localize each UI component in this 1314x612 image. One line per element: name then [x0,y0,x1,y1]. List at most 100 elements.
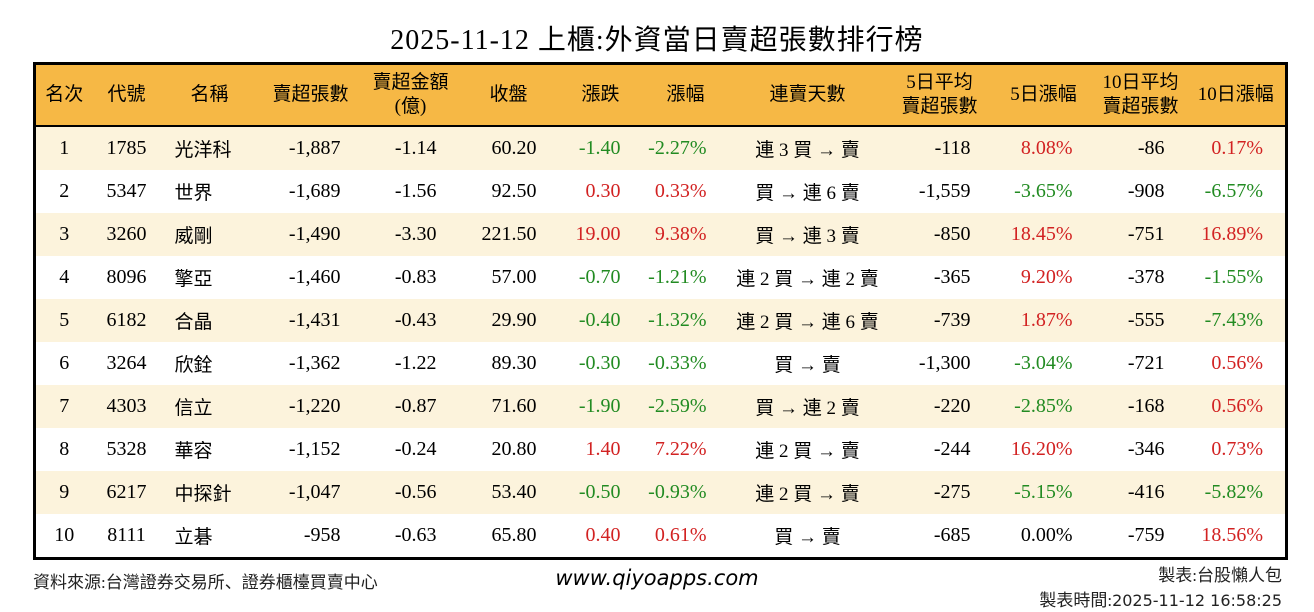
cell-rank: 9 [59,481,70,503]
cell-name: 合晶 [174,312,213,333]
cell-rank: 6 [59,352,70,374]
cell-pct5: -3.65% [1014,180,1073,202]
column-header-rank: 名次 [34,63,93,127]
cell-close: 20.80 [491,438,537,460]
column-header-line1: 5日平均 [906,72,973,94]
table-row: 6 3264 欣銓 -1,362 -1.22 89.30 -0.30 -0.33% 買 → 賣 -… [34,342,1287,385]
cell-chg: 0.40 [585,524,621,546]
cell-pct5: 16.20% [1010,438,1073,460]
cell-code: 8096 [106,266,147,288]
cell-close: 60.20 [491,137,537,159]
cell-streak: 買 → 連 3 賣 [755,226,860,247]
cell-pct10: -6.57% [1204,180,1263,202]
table-row: 4 8096 擎亞 -1,460 -0.83 57.00 -0.70 -1.21% 連 2 買 … [34,256,1287,299]
data-source-note: 資料來源:台灣證券交易所、證券櫃檯買賣中心 [33,573,378,592]
cell-avg10: -416 [1127,481,1165,503]
cell-chg_pct: 0.33% [654,180,707,202]
cell-sell_shares: -1,887 [288,137,341,159]
cell-sell_shares: -1,220 [288,395,341,417]
column-header-line2: 賣超張數 [901,96,978,117]
cell-chg_pct: -2.27% [648,137,707,159]
table-row: 10 8111 立碁 -958 -0.63 65.80 0.40 0.61% 買 → 賣 -685… [34,514,1287,559]
cell-pct5: -2.85% [1014,395,1073,417]
table-row: 8 5328 華容 -1,152 -0.24 20.80 1.40 7.22% 連 2 買 → … [34,428,1287,471]
cell-pct10: 16.89% [1201,223,1263,245]
page-title: 2025-11-12 上櫃:外資當日賣超張數排行榜 [390,25,924,56]
cell-sell_amount: -0.87 [394,395,437,417]
cell-rank: 1 [59,137,70,159]
column-header-name: 名稱 [160,63,259,127]
cell-pct10: 0.56% [1211,395,1263,417]
cell-rank: 7 [59,395,70,417]
cell-chg_pct: 7.22% [654,438,707,460]
cell-chg_pct: -0.93% [648,481,707,503]
cell-close: 29.90 [491,309,537,331]
cell-close: 57.00 [491,266,537,288]
cell-sell_amount: -0.56 [394,481,437,503]
column-header-line2: 賣超張數 [1102,96,1179,117]
cell-pct5: -5.15% [1014,481,1073,503]
cell-avg5: -275 [933,481,971,503]
cell-streak: 買 → 賣 [774,355,841,376]
cell-code: 3264 [106,352,147,374]
cell-avg10: -86 [1137,137,1165,159]
cell-sell_shares: -1,460 [288,266,341,288]
cell-sell_shares: -1,152 [288,438,341,460]
cell-pct10: 0.17% [1211,137,1263,159]
cell-rank: 5 [59,309,70,331]
cell-close: 89.30 [491,352,537,374]
column-header-pct5: 5日漲幅 [992,63,1095,127]
cell-avg10: -908 [1127,180,1165,202]
column-header-line1: 賣超金額 [372,72,449,94]
cell-sell_amount: -1.14 [394,137,437,159]
column-header-chg: 漲跌 [558,63,643,127]
table-row: 3 3260 威剛 -1,490 -3.30 221.50 19.00 9.38% 買 → 連 … [34,213,1287,256]
maker-note: 製表:台股懶人包 [1158,566,1282,585]
cell-pct10: -7.43% [1204,309,1263,331]
cell-sell_amount: -3.30 [394,223,437,245]
cell-rank: 4 [59,266,70,288]
cell-avg5: -1,559 [918,180,971,202]
cell-avg10: -555 [1127,309,1165,331]
cell-code: 6182 [106,309,147,331]
timestamp-note: 製表時間:2025-11-12 16:58:25 [1039,586,1282,611]
cell-code: 1785 [106,137,147,159]
cell-chg_pct: -2.59% [648,395,707,417]
cell-pct5: -3.04% [1014,352,1073,374]
column-header-sell_shares: 賣超張數 [258,63,363,127]
cell-chg_pct: 0.61% [654,524,707,546]
cell-code: 4303 [106,395,147,417]
cell-avg5: -1,300 [918,352,971,374]
cell-pct5: 0.00% [1020,524,1073,546]
cell-close: 221.50 [481,223,537,245]
cell-avg5: -850 [933,223,971,245]
cell-sell_shares: -1,689 [288,180,341,202]
table-row: 7 4303 信立 -1,220 -0.87 71.60 -1.90 -2.59% 買 → 連 … [34,385,1287,428]
timestamp-value: 2025-11-12 16:58:25 [1112,591,1282,610]
cell-name: 華容 [174,441,213,462]
column-header-avg5: 5日平均 賣超張數 [886,63,993,127]
cell-code: 5328 [106,438,147,460]
table-body: 1 1785 光洋科 -1,887 -1.14 60.20 -1.40 -2.27% 連 3 買… [34,126,1287,559]
cell-streak: 買 → 連 2 賣 [755,398,860,419]
cell-streak: 買 → 賣 [774,527,841,548]
cell-sell_shares: -1,362 [288,352,341,374]
column-header-streak: 連賣天數 [728,63,887,127]
cell-name: 信立 [174,398,213,419]
cell-sell_shares: -1,047 [288,481,341,503]
cell-name: 威剛 [174,226,213,247]
cell-streak: 連 2 買 → 連 2 賣 [736,269,879,290]
cell-pct10: 18.56% [1201,524,1263,546]
table-row: 1 1785 光洋科 -1,887 -1.14 60.20 -1.40 -2.27% 連 3 買… [34,126,1287,170]
cell-avg10: -168 [1127,395,1165,417]
cell-chg: -0.70 [578,266,621,288]
cell-sell_shares: -1,431 [288,309,341,331]
column-header-chg_pct: 漲幅 [642,63,729,127]
cell-chg: -1.40 [578,137,621,159]
cell-sell_shares: -1,490 [288,223,341,245]
cell-close: 71.60 [491,395,537,417]
cell-avg10: -759 [1127,524,1165,546]
cell-avg5: -244 [933,438,971,460]
cell-chg_pct: -0.33% [648,352,707,374]
cell-sell_amount: -1.22 [394,352,437,374]
